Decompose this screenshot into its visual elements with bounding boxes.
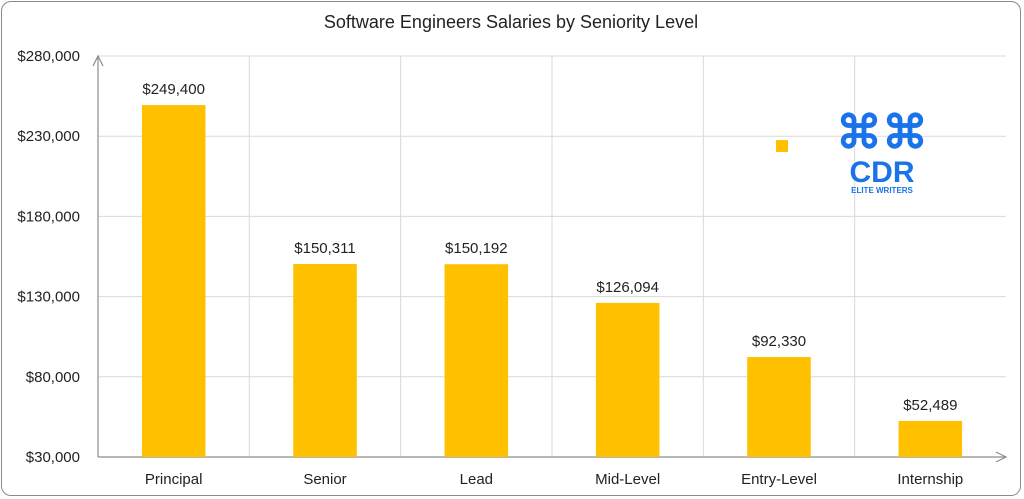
data-label: $92,330 (752, 333, 806, 350)
chart-title: Software Engineers Salaries by Seniority… (323, 12, 699, 32)
logo-text: CDR (850, 156, 915, 189)
x-tick-label: Entry-Level (741, 471, 817, 488)
bar (898, 420, 963, 457)
x-axis-arrow (995, 451, 1008, 463)
data-label: $150,192 (445, 240, 508, 257)
logo-subtext: ELITE WRITERS (851, 186, 913, 195)
data-label: $126,094 (596, 279, 659, 296)
data-label: $52,489 (903, 397, 957, 414)
x-tick-label: Senior (303, 471, 346, 488)
grid-lines (98, 55, 1006, 457)
y-tick-label: $280,000 (17, 48, 80, 65)
x-tick-label: Mid-Level (595, 471, 660, 488)
y-tick-label: $180,000 (17, 208, 80, 225)
cdr-logo: ⌘⌘ CDR ELITE WRITERS (776, 106, 928, 195)
bar (747, 357, 811, 457)
y-tick-label: $80,000 (26, 369, 80, 386)
x-tick-label: Internship (897, 471, 963, 488)
bar (444, 264, 509, 457)
y-tick-label: $30,000 (26, 449, 80, 466)
x-tick-label: Lead (460, 471, 493, 488)
data-label: $150,311 (294, 240, 355, 257)
logo-mark-icon: ⌘⌘ (836, 106, 928, 158)
bar (141, 105, 206, 457)
bar (595, 302, 660, 457)
logo-legend-marker (776, 140, 788, 152)
y-tick-label: $130,000 (17, 289, 80, 306)
y-tick-label: $230,000 (17, 128, 80, 145)
bar (293, 264, 357, 457)
data-label: $249,400 (142, 81, 205, 98)
y-axis-arrow (92, 54, 104, 67)
x-tick-label: Principal (145, 471, 203, 488)
axes (92, 54, 1008, 463)
labels: $30,000 $80,000 $130,000 $180,000 $230,000 $2… (17, 48, 963, 488)
bars (141, 105, 963, 457)
